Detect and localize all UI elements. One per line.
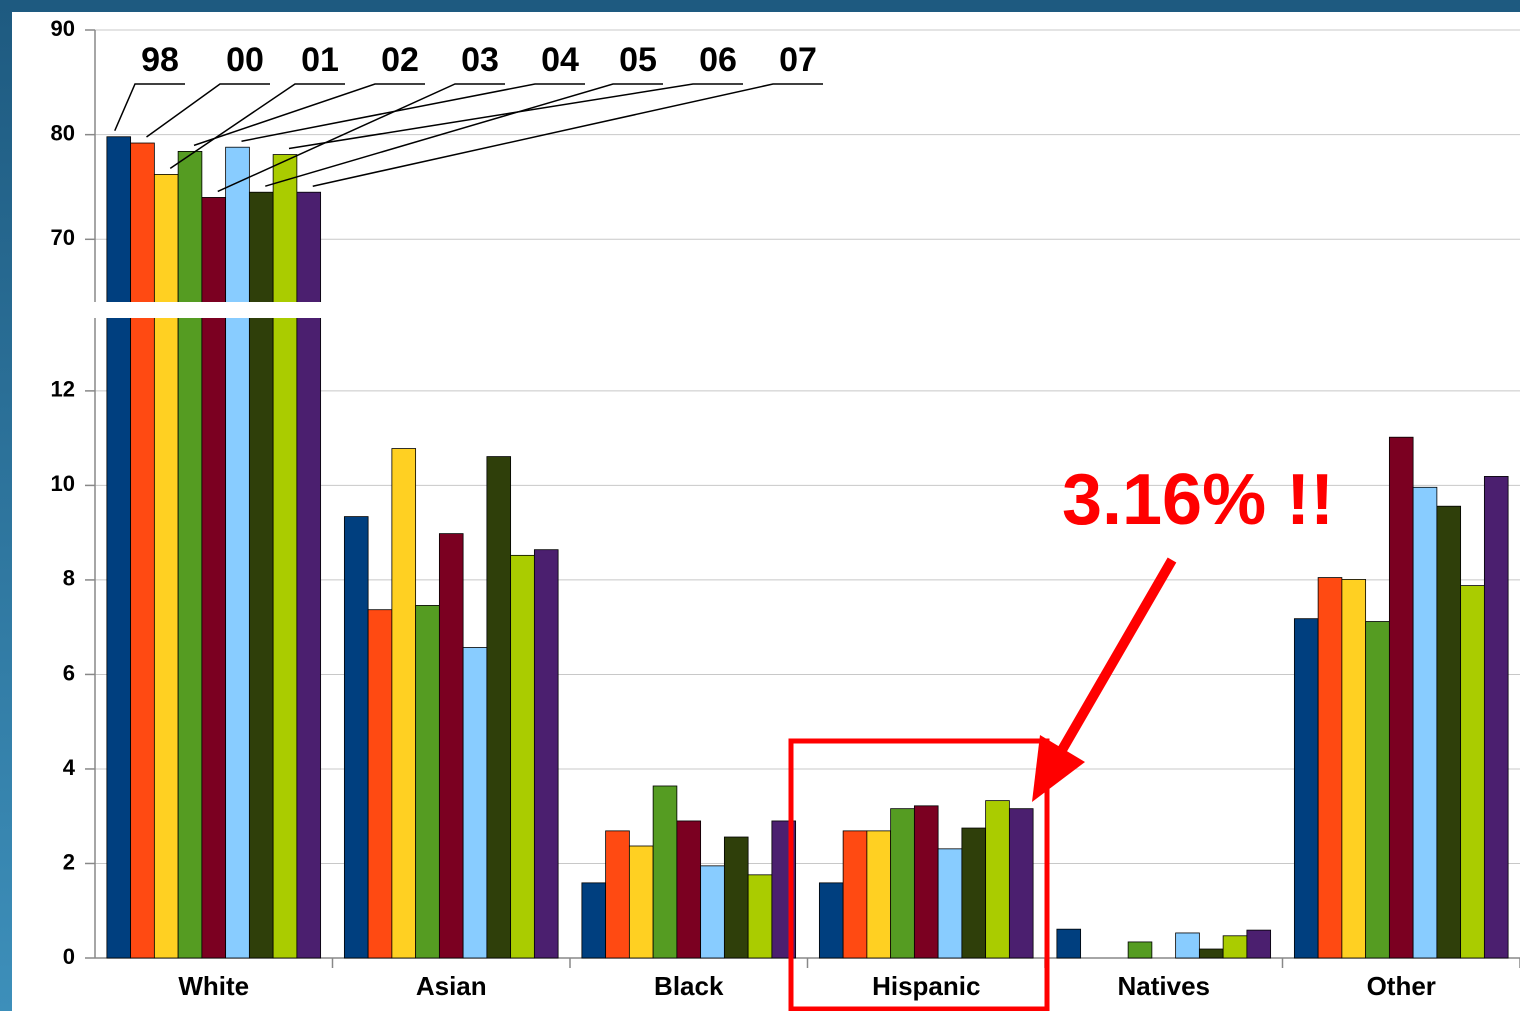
bar bbox=[1460, 585, 1485, 959]
leader-line bbox=[114, 83, 185, 132]
x-tick-label: Black bbox=[654, 971, 724, 1001]
legend-label: 02 bbox=[381, 41, 419, 79]
legend-label: 98 bbox=[141, 41, 179, 79]
x-tick-label: Asian bbox=[416, 971, 487, 1001]
bar bbox=[581, 882, 607, 959]
y-tick-label: 8 bbox=[63, 566, 75, 591]
bar bbox=[866, 830, 892, 959]
y-tick-label: 12 bbox=[51, 377, 75, 402]
bar bbox=[723, 836, 749, 959]
bar bbox=[1056, 928, 1082, 959]
leader-line bbox=[217, 83, 505, 193]
bar bbox=[462, 647, 488, 959]
legend-label: 00 bbox=[226, 41, 264, 79]
legend-label: 01 bbox=[301, 41, 339, 79]
bar bbox=[1293, 618, 1319, 959]
bar bbox=[818, 882, 844, 959]
bar bbox=[913, 805, 939, 959]
bar bbox=[1222, 935, 1248, 959]
y-tick-label: 90 bbox=[51, 16, 75, 41]
leader-line bbox=[265, 83, 663, 187]
highlight-box bbox=[788, 738, 1050, 1011]
bar bbox=[486, 456, 512, 959]
y-tick-label: 6 bbox=[63, 660, 75, 685]
bar bbox=[1365, 621, 1390, 959]
bar bbox=[438, 533, 464, 959]
y-tick-label: 70 bbox=[51, 225, 75, 250]
bar bbox=[890, 808, 915, 959]
bar bbox=[842, 830, 868, 959]
bar bbox=[985, 800, 1010, 959]
x-tick-label: Natives bbox=[1118, 971, 1211, 1001]
bar bbox=[177, 150, 203, 959]
leader-line bbox=[288, 83, 743, 150]
bar bbox=[1412, 486, 1438, 959]
bar bbox=[1436, 505, 1462, 959]
leader-line bbox=[241, 83, 585, 142]
leader-line bbox=[193, 83, 425, 147]
y-tick-label: 80 bbox=[51, 120, 75, 145]
bar bbox=[1483, 476, 1509, 959]
bar bbox=[272, 154, 298, 959]
bar bbox=[747, 874, 773, 959]
leader-line bbox=[169, 83, 345, 170]
bar bbox=[106, 136, 132, 959]
x-tick-label: Other bbox=[1367, 971, 1436, 1001]
bar bbox=[130, 142, 155, 959]
y-tick-label: 4 bbox=[63, 755, 76, 780]
bar bbox=[937, 848, 963, 959]
bar bbox=[1317, 577, 1343, 959]
bar bbox=[1008, 808, 1034, 959]
leader-line bbox=[312, 83, 823, 187]
y-tick-label: 2 bbox=[63, 849, 75, 874]
legend-label: 05 bbox=[619, 41, 657, 79]
bar bbox=[628, 845, 654, 959]
bar bbox=[700, 865, 725, 959]
arrow-head bbox=[1032, 735, 1085, 802]
bar bbox=[1388, 436, 1414, 959]
bar bbox=[391, 448, 417, 959]
y-tick-label: 10 bbox=[51, 471, 75, 496]
bar bbox=[1246, 929, 1272, 959]
bar bbox=[1198, 948, 1224, 959]
legend-label: 03 bbox=[461, 41, 499, 79]
bar bbox=[961, 827, 987, 959]
bar bbox=[153, 174, 179, 959]
arrow-shaft bbox=[1057, 557, 1177, 753]
bar bbox=[225, 146, 250, 959]
leader-line bbox=[146, 83, 270, 138]
legend-label: 06 bbox=[699, 41, 737, 79]
bar bbox=[533, 549, 559, 959]
bar bbox=[367, 609, 393, 959]
bar bbox=[1127, 941, 1153, 959]
axis-break bbox=[83, 302, 341, 318]
bar bbox=[296, 191, 322, 959]
annotation: 3.16% !! bbox=[1062, 460, 1334, 540]
bar bbox=[415, 605, 440, 959]
bar bbox=[510, 554, 535, 959]
bar bbox=[652, 785, 678, 959]
bar bbox=[1175, 932, 1200, 959]
legend-label: 04 bbox=[541, 41, 579, 79]
bar bbox=[676, 820, 702, 959]
bar bbox=[343, 516, 369, 959]
x-tick-label: Hispanic bbox=[872, 971, 980, 1001]
y-tick-label: 0 bbox=[63, 944, 75, 969]
x-tick-label: White bbox=[178, 971, 249, 1001]
bar bbox=[1341, 579, 1367, 959]
legend-label: 07 bbox=[779, 41, 817, 79]
bar bbox=[605, 830, 630, 959]
